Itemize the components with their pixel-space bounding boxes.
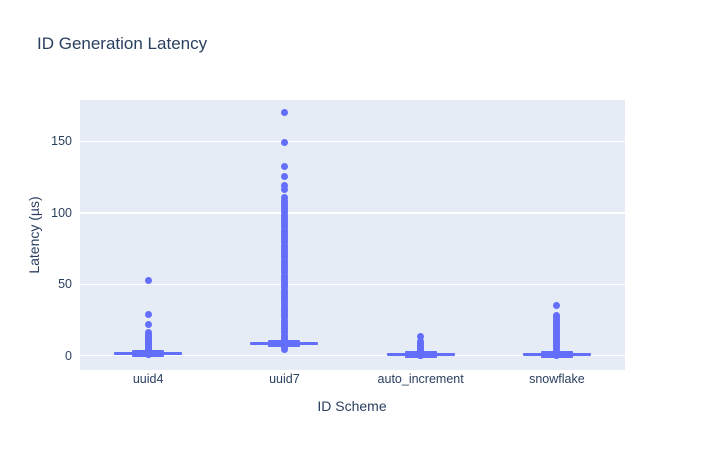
data-point [553,302,561,310]
y-tick-label: 100 [51,205,72,220]
x-tick-label: uuid7 [269,372,300,386]
data-point [280,185,288,193]
gridline [80,140,625,143]
data-point [280,109,288,117]
gridline [80,212,625,214]
x-tick-label: auto_increment [377,372,464,386]
plot-area[interactable] [80,100,625,370]
data-point [280,182,288,190]
data-point [280,162,288,170]
gridline [80,354,625,357]
x-tick-label: uuid4 [132,372,164,386]
data-point [144,350,152,358]
data-point [280,139,288,147]
data-point [280,346,288,354]
data-point [417,351,425,359]
x-axis-title: ID Scheme [317,398,387,414]
x-tick-label: snowflake [529,372,585,386]
data-point [144,321,152,329]
chart-title: ID Generation Latency [37,34,208,53]
data-point [417,332,425,340]
y-tick-label: 150 [51,134,72,149]
data-point [144,311,152,319]
y-tick-label: 50 [58,277,72,292]
y-tick-label: 0 [65,348,72,363]
data-point [553,351,561,359]
data-point [144,276,152,284]
gridline [80,283,625,286]
data-point [280,172,288,180]
